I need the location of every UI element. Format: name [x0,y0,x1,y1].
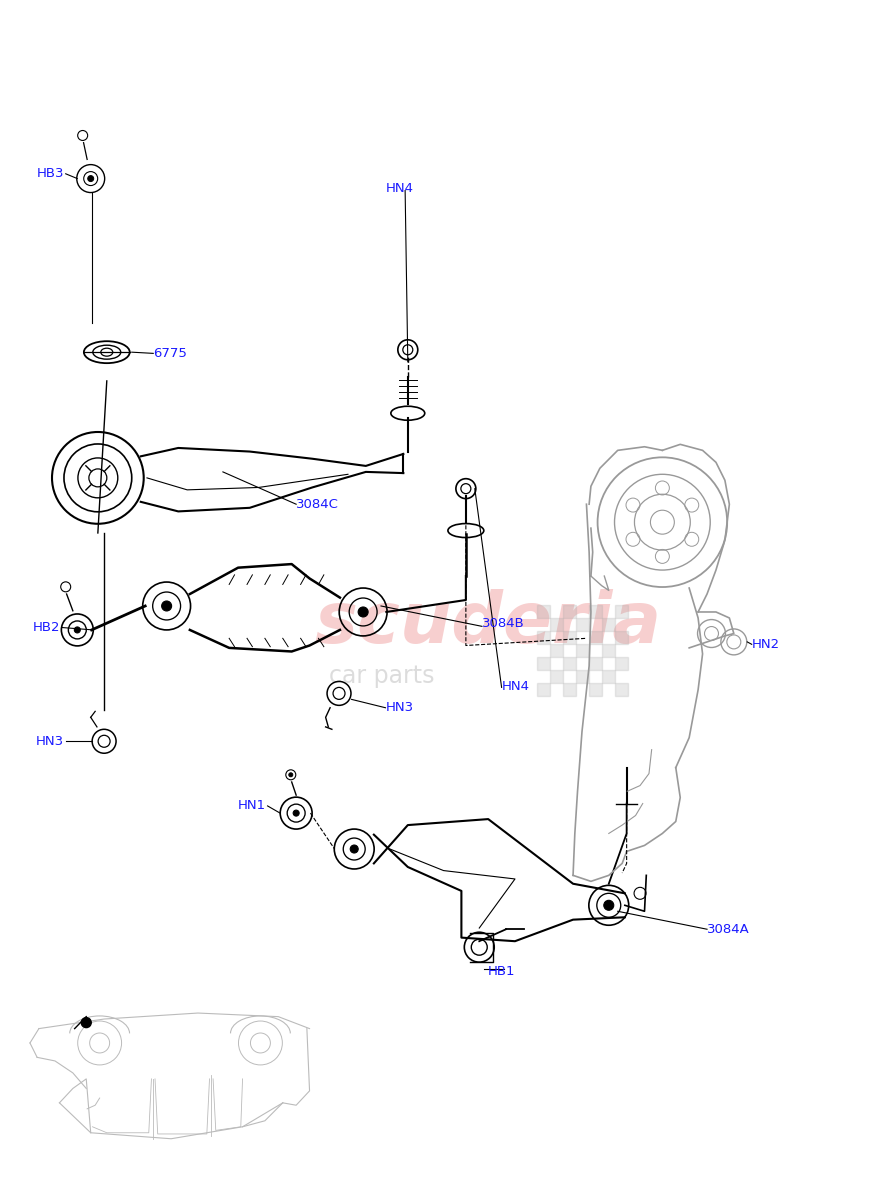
Bar [576,618,590,631]
Bar [602,644,615,656]
Circle shape [358,607,368,617]
Circle shape [293,810,299,816]
Bar [602,670,615,683]
Text: HB1: HB1 [488,965,516,978]
Circle shape [289,773,293,776]
Text: HB2: HB2 [32,622,60,634]
Text: HN4: HN4 [385,181,413,194]
Circle shape [161,601,172,611]
Bar [550,618,564,631]
Text: 3084B: 3084B [482,618,525,630]
Bar [564,605,576,618]
Text: HB3: HB3 [37,167,65,180]
Bar [590,631,602,644]
Bar [615,605,628,618]
Bar [576,670,590,683]
Bar [564,656,576,670]
Bar [550,670,564,683]
Text: scuderia: scuderia [314,589,661,659]
Bar [615,656,628,670]
Circle shape [350,845,358,853]
Bar [550,644,564,656]
Text: HN2: HN2 [752,637,780,650]
Circle shape [88,175,94,181]
Bar [602,618,615,631]
Text: HN3: HN3 [35,734,64,748]
Text: HN3: HN3 [385,701,414,714]
Bar [564,683,576,696]
Circle shape [604,900,614,911]
Circle shape [74,626,81,632]
Bar [538,656,550,670]
Bar [538,631,550,644]
Text: HN4: HN4 [502,679,530,692]
Bar [590,605,602,618]
Text: HN1: HN1 [238,799,266,812]
Bar [564,631,576,644]
Bar [538,605,550,618]
Bar [590,656,602,670]
Bar [576,644,590,656]
Text: car parts: car parts [329,664,435,688]
Circle shape [82,1018,91,1027]
Text: 3084A: 3084A [707,923,750,936]
Bar [615,683,628,696]
Text: 6775: 6775 [153,347,187,360]
Bar [590,683,602,696]
Text: 3084C: 3084C [297,498,339,511]
Bar [538,683,550,696]
Bar [615,631,628,644]
